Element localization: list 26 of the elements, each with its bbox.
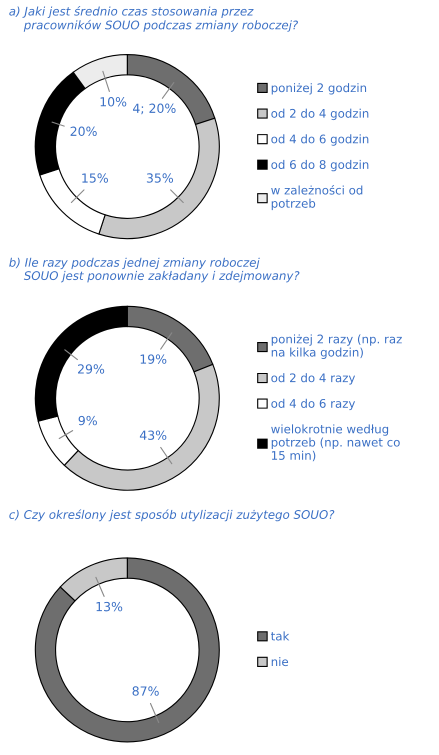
- legend-label: tak: [271, 631, 290, 641]
- legend-label: od 2 do 4 godzin: [271, 108, 368, 120]
- legend-label: od 4 do 6 razy: [271, 398, 356, 410]
- legend-label: od 6 do 8 godzin: [271, 160, 368, 172]
- data-label: 13%: [96, 602, 122, 612]
- data-label: 29%: [78, 364, 104, 374]
- legend-label: od 4 do 6 godzin: [271, 134, 368, 146]
- chart-title: c) Czy określony jest sposób utylizacji zużytego SOUO?: [9, 509, 334, 522]
- data-label: 43%: [140, 430, 166, 440]
- legend-label: poniżej 2 razy (np. raz na kilka godzin): [272, 334, 402, 359]
- legend-label: nie: [272, 657, 288, 666]
- data-label: 4; 20%: [132, 104, 176, 114]
- legend-label: wielokrotnie według potrzeb (np. nawet co 15 min): [271, 424, 400, 462]
- donut-slice: [34, 557, 220, 742]
- legend-label: od 2 do 4 razy: [271, 373, 356, 385]
- data-label: 15%: [82, 173, 108, 183]
- legend-label: poniżej 2 godzin: [272, 83, 366, 95]
- chart-title: b) Ile razy podczas jednej zmiany roboczej SOUO jest ponownie zakładany i zdejmowany?: [9, 258, 300, 282]
- data-label: 20%: [70, 126, 97, 136]
- legend-label: w zależności od potrzeb: [271, 184, 362, 210]
- data-label: 19%: [140, 354, 166, 364]
- data-label: 35%: [146, 173, 174, 183]
- data-label: 87%: [132, 686, 159, 696]
- chart-title: a) Jaki jest średnio czas stosowania przez pracowników SOUO podczas zmiany roboczej?: [9, 6, 298, 32]
- data-label: 10%: [100, 97, 126, 106]
- data-label: 9%: [78, 416, 97, 426]
